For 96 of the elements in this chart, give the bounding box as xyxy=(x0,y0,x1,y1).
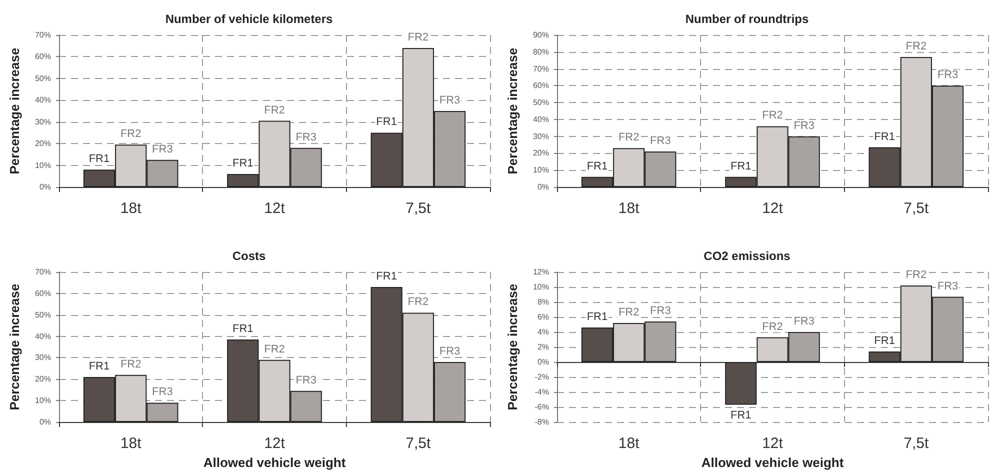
y-tick-label: 70% xyxy=(34,30,51,40)
text: FR2 xyxy=(906,40,927,52)
y-tick-label: 20% xyxy=(532,148,549,158)
y-tick-label: 0% xyxy=(39,182,51,192)
x-axis-title: Allowed vehicle weight xyxy=(701,455,844,470)
text: FR2 xyxy=(408,296,429,308)
series-label: FR2 xyxy=(618,306,640,318)
x-tick-label: 12t xyxy=(762,200,784,217)
y-tick-label: 10% xyxy=(34,396,51,406)
text: FR3 xyxy=(439,94,460,106)
y-tick-label: 12% xyxy=(532,268,549,276)
y-tick-label: 4% xyxy=(537,328,549,336)
x-tick-label: 7,5t xyxy=(406,200,432,217)
series-label: FR1 xyxy=(586,311,608,323)
y-tick-label: -4% xyxy=(534,388,549,396)
y-tick-label: -8% xyxy=(534,418,549,426)
y-tick-label: 30% xyxy=(34,353,51,362)
series-label: FR1 xyxy=(88,360,110,372)
y-tick-label: 0% xyxy=(537,182,549,192)
text: FR1 xyxy=(730,160,752,172)
series-label: FR3 xyxy=(152,386,173,398)
chart-title: Costs xyxy=(232,249,266,263)
y-tick-label: 60% xyxy=(34,52,51,62)
x-axis-title: Allowed vehicle weight xyxy=(203,455,346,470)
text: FR2 xyxy=(264,104,285,116)
x-tick-label: 7,5t xyxy=(904,435,930,452)
y-tick-label: 20% xyxy=(34,139,51,148)
series-label: FR3 xyxy=(650,305,671,317)
y-tick-label: 6% xyxy=(537,312,549,322)
series-label: FR2 xyxy=(120,358,142,370)
y-tick-label: 80% xyxy=(532,47,549,56)
x-tick-label: 12t xyxy=(762,435,784,452)
x-tick-label: 7,5t xyxy=(904,200,930,217)
text: FR1 xyxy=(232,157,254,170)
y-tick-label: 90% xyxy=(532,30,549,40)
text: FR2 xyxy=(906,269,927,281)
y-tick-label: -6% xyxy=(534,402,549,412)
y-tick-label: 60% xyxy=(34,288,51,298)
chart-title: CO2 emissions xyxy=(704,249,791,263)
text: FR2 xyxy=(762,110,783,122)
y-tick-label: 40% xyxy=(34,96,51,105)
text: FR1 xyxy=(874,335,895,347)
series-label: FR2 xyxy=(618,132,640,144)
y-tick-label: 70% xyxy=(532,64,549,74)
y-tick-label: 30% xyxy=(532,132,549,141)
text: FR1 xyxy=(376,270,397,282)
y-tick-label: 10% xyxy=(532,166,549,175)
series-label: FR3 xyxy=(650,135,671,148)
y-tick-label: 0% xyxy=(39,418,51,426)
y-tick-label: 30% xyxy=(34,117,51,126)
y-tick-label: 10% xyxy=(532,282,549,292)
y-tick-label: 0% xyxy=(537,358,549,366)
text: FR3 xyxy=(296,374,316,386)
chart-title: Number of roundtrips xyxy=(685,12,809,26)
text: FR1 xyxy=(232,323,254,335)
y-tick-label: 50% xyxy=(34,310,51,320)
x-tick-label: 12t xyxy=(264,435,286,452)
text: FR3 xyxy=(296,131,316,144)
y-axis-title: Percentage increase xyxy=(7,284,22,410)
y-tick-label: 8% xyxy=(537,298,549,306)
text: FR2 xyxy=(264,343,285,356)
series-label: FR3 xyxy=(152,143,173,156)
y-tick-label: 20% xyxy=(34,374,51,384)
text: FR2 xyxy=(762,320,783,333)
series-label: FR1 xyxy=(586,160,608,172)
y-tick-label: 60% xyxy=(532,81,549,90)
y-axis-title: Percentage increase xyxy=(505,284,520,410)
text: FR1 xyxy=(730,409,752,422)
y-axis-title: Percentage increase xyxy=(7,48,22,174)
y-tick-label: 50% xyxy=(532,98,549,108)
text: FR3 xyxy=(794,316,814,328)
x-tick-label: 18t xyxy=(618,200,640,217)
x-tick-label: 18t xyxy=(618,435,640,452)
text: FR3 xyxy=(439,346,460,358)
y-tick-label: 40% xyxy=(532,114,549,124)
x-tick-label: 12t xyxy=(264,200,286,217)
text: FR2 xyxy=(408,32,429,44)
text: FR3 xyxy=(794,120,814,132)
chart-title: Number of vehicle kilometers xyxy=(165,12,334,26)
text: FR3 xyxy=(937,280,958,292)
series-label: FR1 xyxy=(88,153,110,166)
y-tick-label: 10% xyxy=(34,160,51,170)
y-axis-title: Percentage increase xyxy=(505,48,520,174)
y-tick-label: -2% xyxy=(534,372,549,382)
text: FR3 xyxy=(937,69,958,82)
series-label: FR2 xyxy=(120,128,142,140)
x-tick-label: 18t xyxy=(120,200,142,217)
text: FR1 xyxy=(376,116,397,128)
y-tick-label: 50% xyxy=(34,74,51,83)
y-tick-label: 70% xyxy=(34,268,51,276)
x-tick-label: 7,5t xyxy=(406,435,432,452)
text: FR1 xyxy=(874,130,895,143)
y-tick-label: 40% xyxy=(34,332,51,341)
bar xyxy=(725,362,757,405)
y-tick-label: 2% xyxy=(537,342,549,352)
x-tick-label: 18t xyxy=(120,435,142,452)
